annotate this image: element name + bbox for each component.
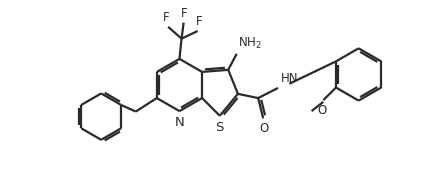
Text: NH$_2$: NH$_2$: [238, 36, 261, 51]
Text: N: N: [174, 116, 184, 129]
Text: F: F: [195, 15, 202, 28]
Text: HN: HN: [281, 72, 298, 85]
Text: S: S: [214, 121, 223, 134]
Text: F: F: [180, 7, 187, 20]
Text: O: O: [316, 104, 325, 117]
Text: F: F: [162, 11, 170, 24]
Text: O: O: [258, 122, 268, 135]
